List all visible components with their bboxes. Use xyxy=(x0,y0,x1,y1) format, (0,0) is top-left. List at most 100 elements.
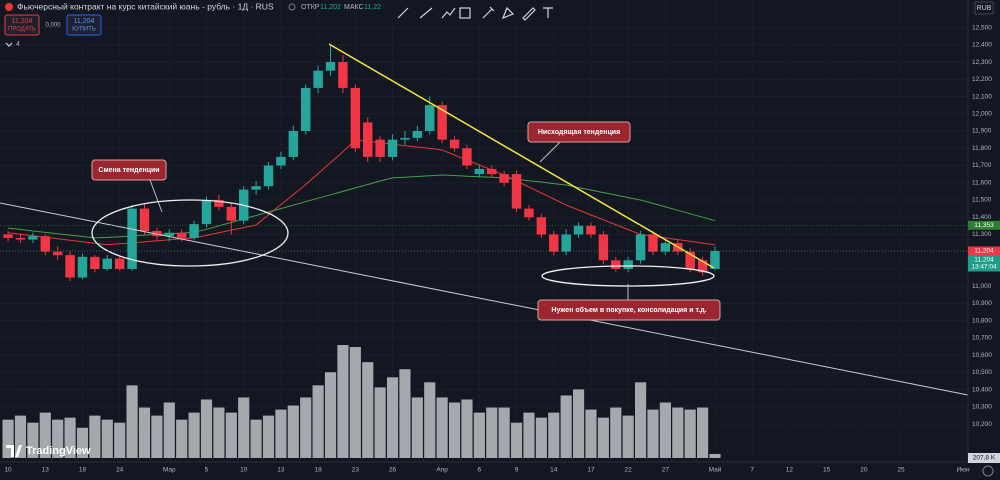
volume-bar xyxy=(238,397,250,458)
volume-bar xyxy=(312,385,324,458)
settings-icon[interactable] xyxy=(982,465,994,477)
candle-body xyxy=(189,224,199,238)
candle-body xyxy=(251,186,261,190)
symbol-title[interactable]: Фьючерсный контракт на курс китайский юа… xyxy=(17,1,274,11)
y-tick-label: 12,100 xyxy=(972,93,992,100)
y-tick-label: 11,700 xyxy=(972,162,992,169)
candle-body xyxy=(635,234,646,261)
volume-bar xyxy=(386,377,399,458)
volume-bar xyxy=(225,412,237,458)
volume-bar xyxy=(498,407,510,458)
volume-bar xyxy=(39,412,51,458)
y-tick-label: 11,800 xyxy=(972,145,992,152)
volume-badge xyxy=(968,453,1000,463)
ohlc-label: МАКС xyxy=(344,4,364,11)
volume-bar xyxy=(622,415,634,458)
trend-line[interactable] xyxy=(0,202,969,396)
tool-icon[interactable] xyxy=(419,7,433,19)
volume-bar xyxy=(362,362,374,458)
volume-bar xyxy=(176,419,188,458)
x-tick-label: 10 xyxy=(4,467,12,474)
price-badge xyxy=(968,255,1000,272)
volume-bar xyxy=(262,415,275,458)
volume-bar xyxy=(89,415,101,458)
candle-body xyxy=(561,234,571,252)
collapse-icon[interactable] xyxy=(5,42,13,47)
candle-body xyxy=(425,105,435,132)
tool-icon[interactable] xyxy=(441,7,456,19)
candle-body xyxy=(301,87,311,132)
toolbar-bg xyxy=(388,2,566,24)
candle-body xyxy=(363,122,373,157)
tool-icon[interactable] xyxy=(543,7,553,18)
candle-body xyxy=(586,225,596,235)
candle-body xyxy=(114,258,125,269)
spread: 0,000 xyxy=(45,23,61,29)
candle-body xyxy=(400,137,410,140)
buy-label: КУПИТЬ xyxy=(72,27,96,33)
volume-label: 207,8 K xyxy=(973,455,996,462)
volume-bar xyxy=(114,422,126,458)
tool-icon[interactable] xyxy=(397,7,409,19)
volume-pane xyxy=(2,345,721,458)
candle-body xyxy=(288,131,299,157)
volume-bar xyxy=(76,427,89,458)
volume-bar xyxy=(560,395,572,458)
moving-average xyxy=(8,174,716,239)
candle-body xyxy=(474,168,485,175)
x-tick-label: 7 xyxy=(750,467,754,474)
x-tick-label: 10 xyxy=(240,467,248,474)
tool-icon[interactable] xyxy=(501,6,515,20)
x-tick-label: 23 xyxy=(352,467,360,474)
tool-icon[interactable] xyxy=(459,7,471,19)
annotation: Смена тенденции xyxy=(98,167,159,174)
y-tick-label: 10,300 xyxy=(972,404,992,411)
candle-body xyxy=(201,199,212,225)
candle-body xyxy=(598,234,609,261)
volume-bar xyxy=(250,419,262,458)
y-tick-label: 10,900 xyxy=(972,300,992,307)
highlight-ellipse[interactable] xyxy=(91,199,289,267)
x-tick-label: 9 xyxy=(515,467,519,474)
volume-bar xyxy=(399,369,411,458)
tool-icon[interactable] xyxy=(522,7,536,21)
indicator-count[interactable]: 4 xyxy=(16,41,20,48)
currency[interactable]: RUB xyxy=(977,5,992,12)
candle-body xyxy=(65,255,75,278)
candle-body xyxy=(40,236,50,252)
candle-body xyxy=(499,174,509,183)
x-tick-label: 12 xyxy=(786,467,794,474)
buy-button[interactable] xyxy=(66,14,102,36)
candle-body xyxy=(15,237,26,240)
annotation-box[interactable] xyxy=(527,121,631,143)
candle-body xyxy=(524,208,534,218)
volume-bar xyxy=(709,453,721,458)
annotation-box[interactable] xyxy=(91,159,167,181)
tool-icon[interactable] xyxy=(482,6,495,19)
candle-body xyxy=(573,225,584,235)
volume-bar xyxy=(548,412,560,458)
annotation: Нисходящая тенденция xyxy=(538,129,620,136)
buy-price: 11,204 xyxy=(74,18,95,25)
volume-bar xyxy=(684,409,696,458)
symbol-icon xyxy=(5,3,13,11)
candle-body xyxy=(462,148,472,166)
candle-body xyxy=(263,165,274,187)
candle-body xyxy=(536,217,547,235)
ohlc-label: ОТКР xyxy=(301,4,320,11)
logo[interactable]: TradingView xyxy=(26,445,91,457)
sell-button[interactable] xyxy=(4,14,40,36)
volume-bar xyxy=(374,387,386,458)
candle-body xyxy=(611,260,621,269)
candle-body xyxy=(214,199,224,207)
candle-body xyxy=(449,139,460,149)
trend-line[interactable] xyxy=(328,43,715,269)
candle-body xyxy=(511,174,522,209)
currency-box xyxy=(974,1,994,15)
price-axis[interactable] xyxy=(968,0,1000,480)
axes: 12,500 12,400 12,300 12,200 12,100 12,000 11,9… xyxy=(0,24,1000,474)
annotation-box[interactable] xyxy=(537,299,721,321)
volume-bar xyxy=(2,419,14,458)
candle-body xyxy=(412,131,423,138)
